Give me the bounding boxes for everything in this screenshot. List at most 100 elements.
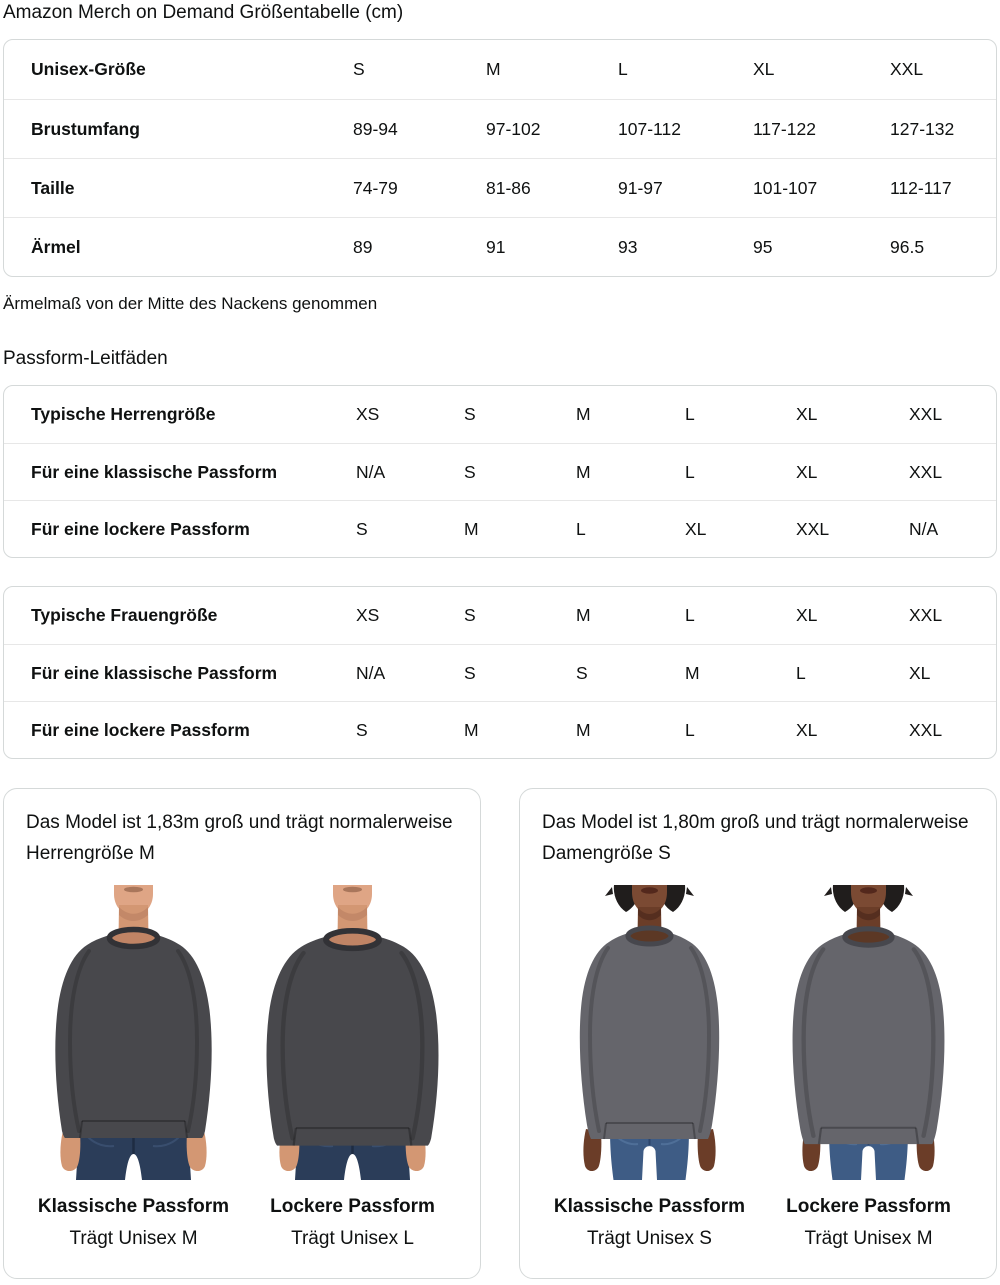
table-row: Für eine lockere Passform S M M L XL XXL <box>4 701 996 758</box>
table-row: Unisex-Größe S M L XL XXL <box>4 40 996 99</box>
size-cell: 89 <box>353 236 373 257</box>
wears-size-label: Trägt Unisex M <box>69 1228 198 1249</box>
size-cell: M <box>576 605 591 625</box>
size-cell: M <box>685 662 700 683</box>
size-cell: S <box>356 518 368 539</box>
size-cell: XS <box>356 605 380 625</box>
size-cell: S <box>464 605 476 625</box>
size-cell: S <box>356 719 368 740</box>
size-cell: S <box>464 461 476 482</box>
mens-fit-table: Typische Herrengröße XS S M L XL XXL Für… <box>3 385 997 558</box>
size-cell: 97-102 <box>486 118 541 139</box>
size-cell: XL <box>909 662 931 683</box>
row-label: Für eine klassische Passform <box>31 461 278 482</box>
table-row: Taille 74-79 81-86 91-97 101-107 112-117 <box>4 158 996 217</box>
size-cell: 101-107 <box>753 177 818 198</box>
table-row: Für eine lockere Passform S M L XL XXL N… <box>4 500 996 557</box>
unisex-size-table: Unisex-Größe S M L XL XXL Brustumfang 89… <box>3 39 997 277</box>
size-cell: XL <box>796 404 818 424</box>
size-cell: XL <box>796 605 818 625</box>
fit-label: Lockere Passform <box>270 1196 435 1217</box>
figure-classic-fit: Klassische Passform Trägt Unisex M <box>26 885 241 1252</box>
female-model-loose-fit-photo <box>761 885 976 1180</box>
model-intro-text: Das Model ist 1,80m groß und trägt norma… <box>542 812 969 864</box>
size-cell: 117-122 <box>753 118 816 139</box>
row-label: Brustumfang <box>31 118 140 139</box>
size-cell: N/A <box>356 662 386 683</box>
size-cell: L <box>796 662 806 683</box>
fit-label: Klassische Passform <box>553 1196 746 1217</box>
size-cell: L <box>685 605 695 625</box>
row-label: Für eine lockere Passform <box>31 518 250 539</box>
size-cell: 93 <box>618 236 638 257</box>
size-cell: 95 <box>753 236 773 257</box>
size-cell: 91 <box>486 236 506 257</box>
size-cell: M <box>576 404 591 424</box>
size-cell: 89-94 <box>353 118 398 139</box>
size-cell: XXL <box>909 461 943 482</box>
size-cell: XL <box>685 518 707 539</box>
size-cell: 91-97 <box>618 177 663 198</box>
size-cell: XXL <box>909 605 943 625</box>
row-label: Typische Herrengröße <box>31 404 216 424</box>
size-cell: M <box>464 518 479 539</box>
size-cell: M <box>486 59 501 79</box>
size-cell: S <box>464 662 476 683</box>
size-cell: L <box>618 59 628 79</box>
size-cell: XXL <box>909 719 943 740</box>
figure-loose-fit: Lockere Passform Trägt Unisex L <box>245 885 460 1252</box>
size-cell: XL <box>796 719 818 740</box>
row-label: Typische Frauengröße <box>31 605 218 625</box>
size-cell: XL <box>753 59 775 79</box>
figure-loose-fit: Lockere Passform Trägt Unisex M <box>761 885 976 1252</box>
size-cell: 107-112 <box>618 118 681 139</box>
row-label: Für eine klassische Passform <box>31 662 278 683</box>
size-cell: 127-132 <box>890 118 955 139</box>
size-cell: 96.5 <box>890 236 925 257</box>
male-model-card: Das Model ist 1,83m groß und trägt norma… <box>3 788 481 1279</box>
row-label: Taille <box>31 177 75 198</box>
size-cell: N/A <box>356 461 386 482</box>
size-cell: S <box>464 404 476 424</box>
row-label: Unisex-Größe <box>31 59 146 79</box>
size-cell: N/A <box>909 518 939 539</box>
size-cell: XL <box>796 461 818 482</box>
size-cell: M <box>576 461 591 482</box>
size-cell: L <box>576 518 586 539</box>
figures-row: Klassische Passform Trägt Unisex S Locke… <box>542 885 976 1252</box>
wears-size-label: Trägt Unisex M <box>804 1228 933 1249</box>
figure-classic-fit: Klassische Passform Trägt Unisex S <box>542 885 757 1252</box>
fit-label: Lockere Passform <box>786 1196 951 1217</box>
size-cell: L <box>685 719 695 740</box>
size-cell: M <box>576 719 591 740</box>
size-cell: XXL <box>909 404 943 424</box>
size-cell: 74-79 <box>353 177 398 198</box>
female-model-card: Das Model ist 1,80m groß und trägt norma… <box>519 788 997 1279</box>
fit-guides-heading: Passform-Leitfäden <box>3 348 168 369</box>
table-row: Für eine klassische Passform N/A S S M L… <box>4 644 996 701</box>
row-label: Ärmel <box>31 236 81 257</box>
model-intro-text: Das Model ist 1,83m groß und trägt norma… <box>26 812 453 864</box>
size-cell: M <box>464 719 479 740</box>
size-cell: L <box>685 461 695 482</box>
table-row: Typische Herrengröße XS S M L XL XXL <box>4 386 996 443</box>
size-cell: L <box>685 404 695 424</box>
size-cell: S <box>576 662 588 683</box>
size-cell: S <box>353 59 365 79</box>
womens-fit-table: Typische Frauengröße XS S M L XL XXL Für… <box>3 586 997 759</box>
table-row: Brustumfang 89-94 97-102 107-112 117-122… <box>4 99 996 158</box>
row-label: Für eine lockere Passform <box>31 719 250 740</box>
fit-label: Klassische Passform <box>37 1196 230 1217</box>
male-model-classic-fit-photo <box>26 885 241 1180</box>
wears-size-label: Trägt Unisex S <box>587 1228 712 1249</box>
figures-row: Klassische Passform Trägt Unisex M Locke… <box>26 885 460 1252</box>
table-row: Ärmel 89 91 93 95 96.5 <box>4 217 996 276</box>
sleeve-measurement-note: Ärmelmaß von der Mitte des Nackens genom… <box>3 294 378 313</box>
model-example-cards: Das Model ist 1,83m groß und trägt norma… <box>3 788 997 1279</box>
wears-size-label: Trägt Unisex L <box>291 1228 414 1249</box>
female-model-classic-fit-photo <box>542 885 757 1180</box>
male-model-loose-fit-photo <box>245 885 460 1180</box>
page-title: Amazon Merch on Demand Größentabelle (cm… <box>3 2 404 23</box>
size-cell: 112-117 <box>890 177 952 198</box>
